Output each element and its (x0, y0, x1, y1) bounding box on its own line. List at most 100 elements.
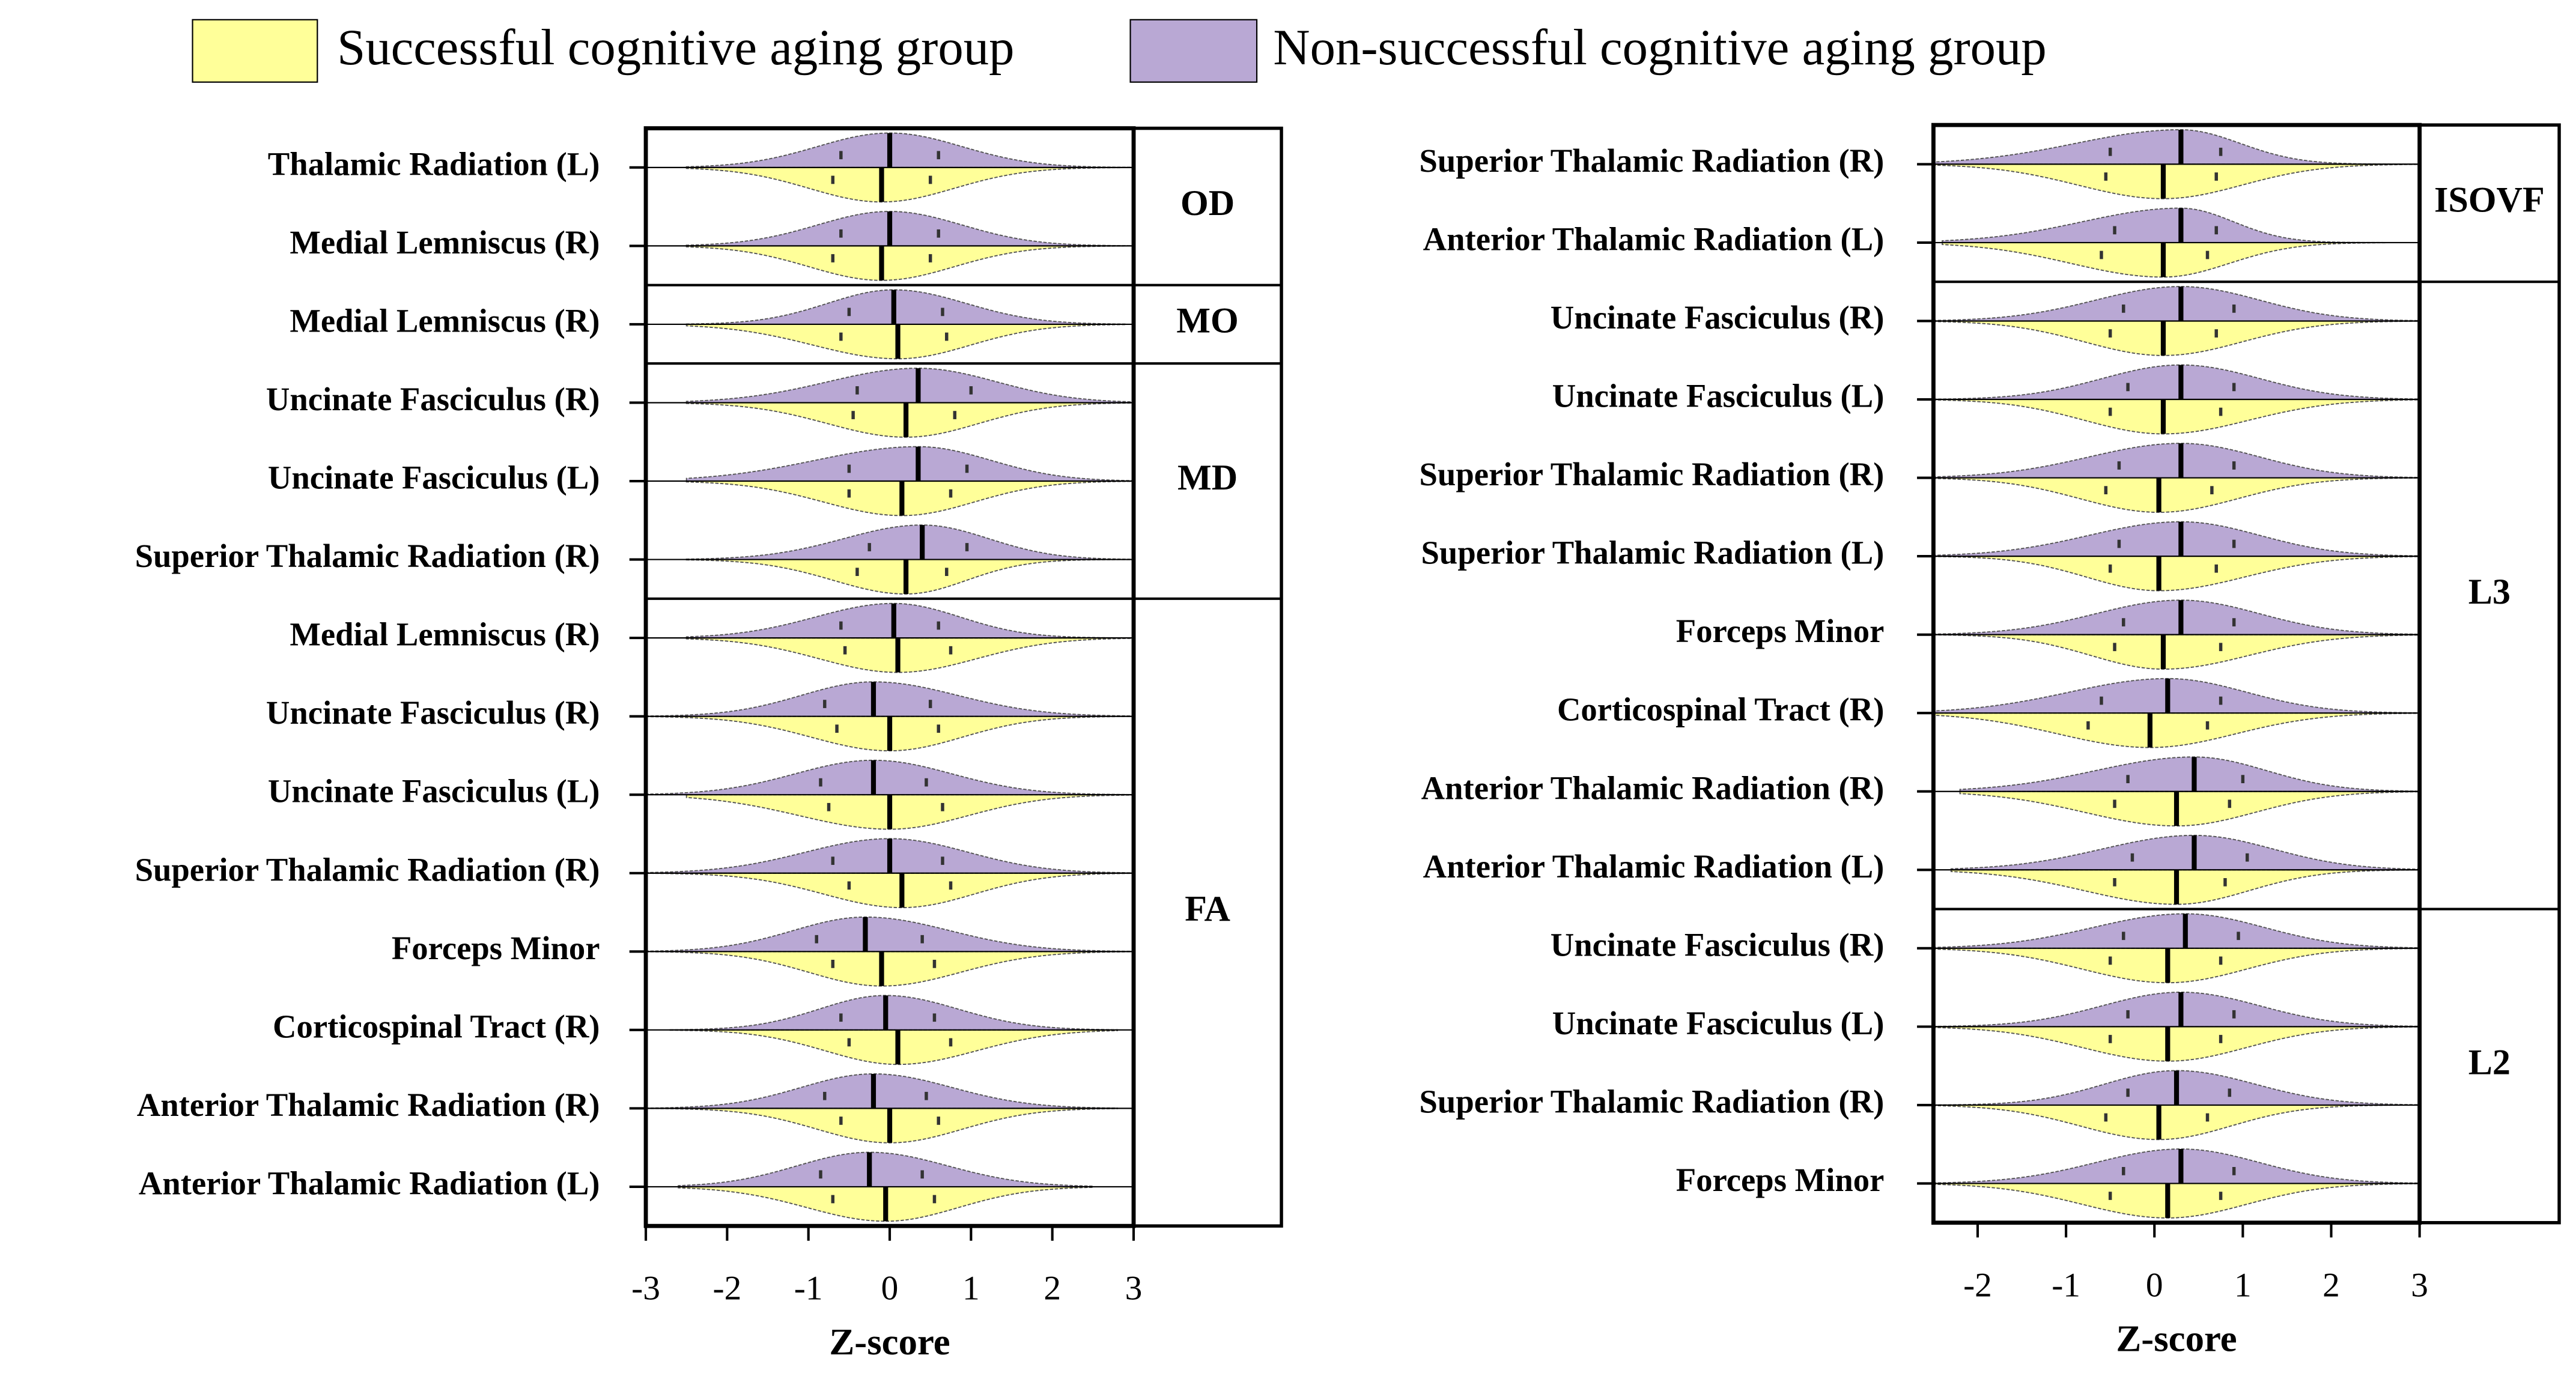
category-label: Superior Thalamic Radiation (R) (1420, 456, 1885, 493)
category-label: Uncinate Fasciculus (R) (266, 694, 600, 731)
violin-half (645, 1073, 1118, 1109)
x-axis-title: Z-score (829, 1321, 950, 1363)
category-label: Uncinate Fasciculus (R) (1551, 926, 1885, 963)
panel-label: L3 (2468, 572, 2511, 612)
x-tick-label: 0 (2146, 1266, 2163, 1304)
category-label: Anterior Thalamic Radiation (L) (1423, 220, 1885, 257)
violin-half (1933, 1026, 2420, 1062)
violin-half (685, 211, 1134, 247)
x-tick-label: 3 (1125, 1270, 1143, 1308)
violin-half (1933, 320, 2420, 356)
violin-half (1933, 913, 2420, 949)
category-label: Uncinate Fasciculus (L) (268, 773, 600, 810)
x-tick-label: -1 (2052, 1266, 2080, 1304)
category-label: Anterior Thalamic Radiation (L) (1423, 848, 1885, 885)
violin-half (669, 995, 1118, 1031)
violin-half (1959, 756, 2420, 792)
violin-half (645, 872, 1134, 909)
violin-half (1933, 1104, 2420, 1141)
category-label: Superior Thalamic Radiation (R) (1420, 142, 1885, 179)
x-tick-label: -3 (631, 1270, 660, 1308)
x-tick-label: 1 (962, 1270, 980, 1308)
panel-label: ISOVF (2434, 180, 2545, 220)
category-label: Corticospinal Tract (R) (1557, 691, 1884, 728)
violin-half (645, 759, 1134, 796)
category-label: Medial Lemniscus (R) (290, 616, 600, 653)
violin-half (1933, 599, 2420, 635)
category-label: Uncinate Fasciculus (L) (1552, 378, 1885, 414)
x-tick-label: 3 (2411, 1266, 2428, 1304)
x-tick-label: -2 (1963, 1266, 1992, 1304)
violin-half (1933, 129, 2420, 165)
x-tick-label: 0 (881, 1270, 899, 1308)
violin-half (645, 681, 1134, 717)
category-label: Superior Thalamic Radiation (R) (135, 538, 600, 574)
panel-label: MO (1176, 301, 1239, 341)
category-label: Thalamic Radiation (L) (268, 145, 600, 182)
violin-half (685, 446, 1134, 482)
category-label: Forceps Minor (1676, 1162, 1885, 1198)
violin-half (685, 289, 1126, 325)
x-tick-label: 1 (2234, 1266, 2252, 1304)
x-tick-label: -1 (794, 1270, 823, 1308)
violin-half (645, 951, 1134, 987)
x-tick-label: -2 (712, 1270, 741, 1308)
violin-half (1950, 869, 2420, 905)
category-label: Uncinate Fasciculus (R) (1551, 299, 1885, 336)
violin-half (1933, 712, 2420, 748)
violin-half (645, 1108, 1118, 1144)
violin-half (685, 402, 1134, 438)
x-tick-label: 2 (1043, 1270, 1061, 1308)
violin-half (669, 1029, 1118, 1065)
panel-label: OD (1180, 183, 1235, 223)
violin-half (685, 559, 1134, 595)
panel-label: FA (1185, 889, 1230, 929)
x-tick-label: 2 (2322, 1266, 2340, 1304)
category-label: Medial Lemniscus (R) (290, 302, 600, 339)
violin-half (685, 166, 1134, 203)
violin-half (685, 637, 1134, 673)
violin-half (685, 524, 1134, 560)
panel-frame (2417, 123, 2561, 1225)
category-label: Superior Thalamic Radiation (R) (135, 851, 600, 888)
violin-half (645, 916, 1134, 953)
violin-half (1933, 399, 2420, 435)
category-label: Forceps Minor (392, 930, 600, 966)
legend-swatch (192, 19, 318, 83)
violin-half (1942, 241, 2420, 278)
panel-label: L2 (2468, 1042, 2511, 1082)
violin-half (685, 245, 1134, 281)
violin-half (1933, 991, 2420, 1028)
violin-half (1933, 947, 2420, 984)
violin-half (1933, 443, 2420, 479)
violin-half (1959, 790, 2420, 827)
violin-half (685, 323, 1126, 360)
legend-label: Non-successful cognitive aging group (1273, 19, 2046, 76)
panel-frame (1132, 126, 1283, 1228)
violin-half (1933, 364, 2420, 400)
violin-half (1933, 556, 2420, 592)
violin-half (685, 368, 1134, 404)
violin-half (685, 480, 1134, 517)
violin-half (1933, 1148, 2420, 1184)
legend-swatch (1129, 19, 1258, 83)
violin-half (685, 602, 1134, 639)
violin-half (1933, 163, 2420, 199)
violin-half (1933, 1183, 2420, 1219)
category-label: Forceps Minor (1676, 613, 1885, 649)
category-label: Superior Thalamic Radiation (L) (1421, 535, 1885, 571)
violin-half (1933, 521, 2420, 557)
violin-half (1933, 677, 2420, 714)
violin-half (685, 132, 1134, 168)
category-label: Anterior Thalamic Radiation (R) (137, 1087, 600, 1123)
violin-half (1933, 634, 2420, 670)
x-axis-title: Z-score (2116, 1318, 2237, 1360)
category-label: Superior Thalamic Radiation (R) (1420, 1083, 1885, 1120)
category-label: Uncinate Fasciculus (R) (266, 381, 600, 417)
category-label: Uncinate Fasciculus (L) (1552, 1005, 1885, 1041)
violin-half (685, 794, 1134, 830)
category-label: Anterior Thalamic Radiation (L) (139, 1165, 600, 1201)
violin-half (1933, 477, 2420, 513)
